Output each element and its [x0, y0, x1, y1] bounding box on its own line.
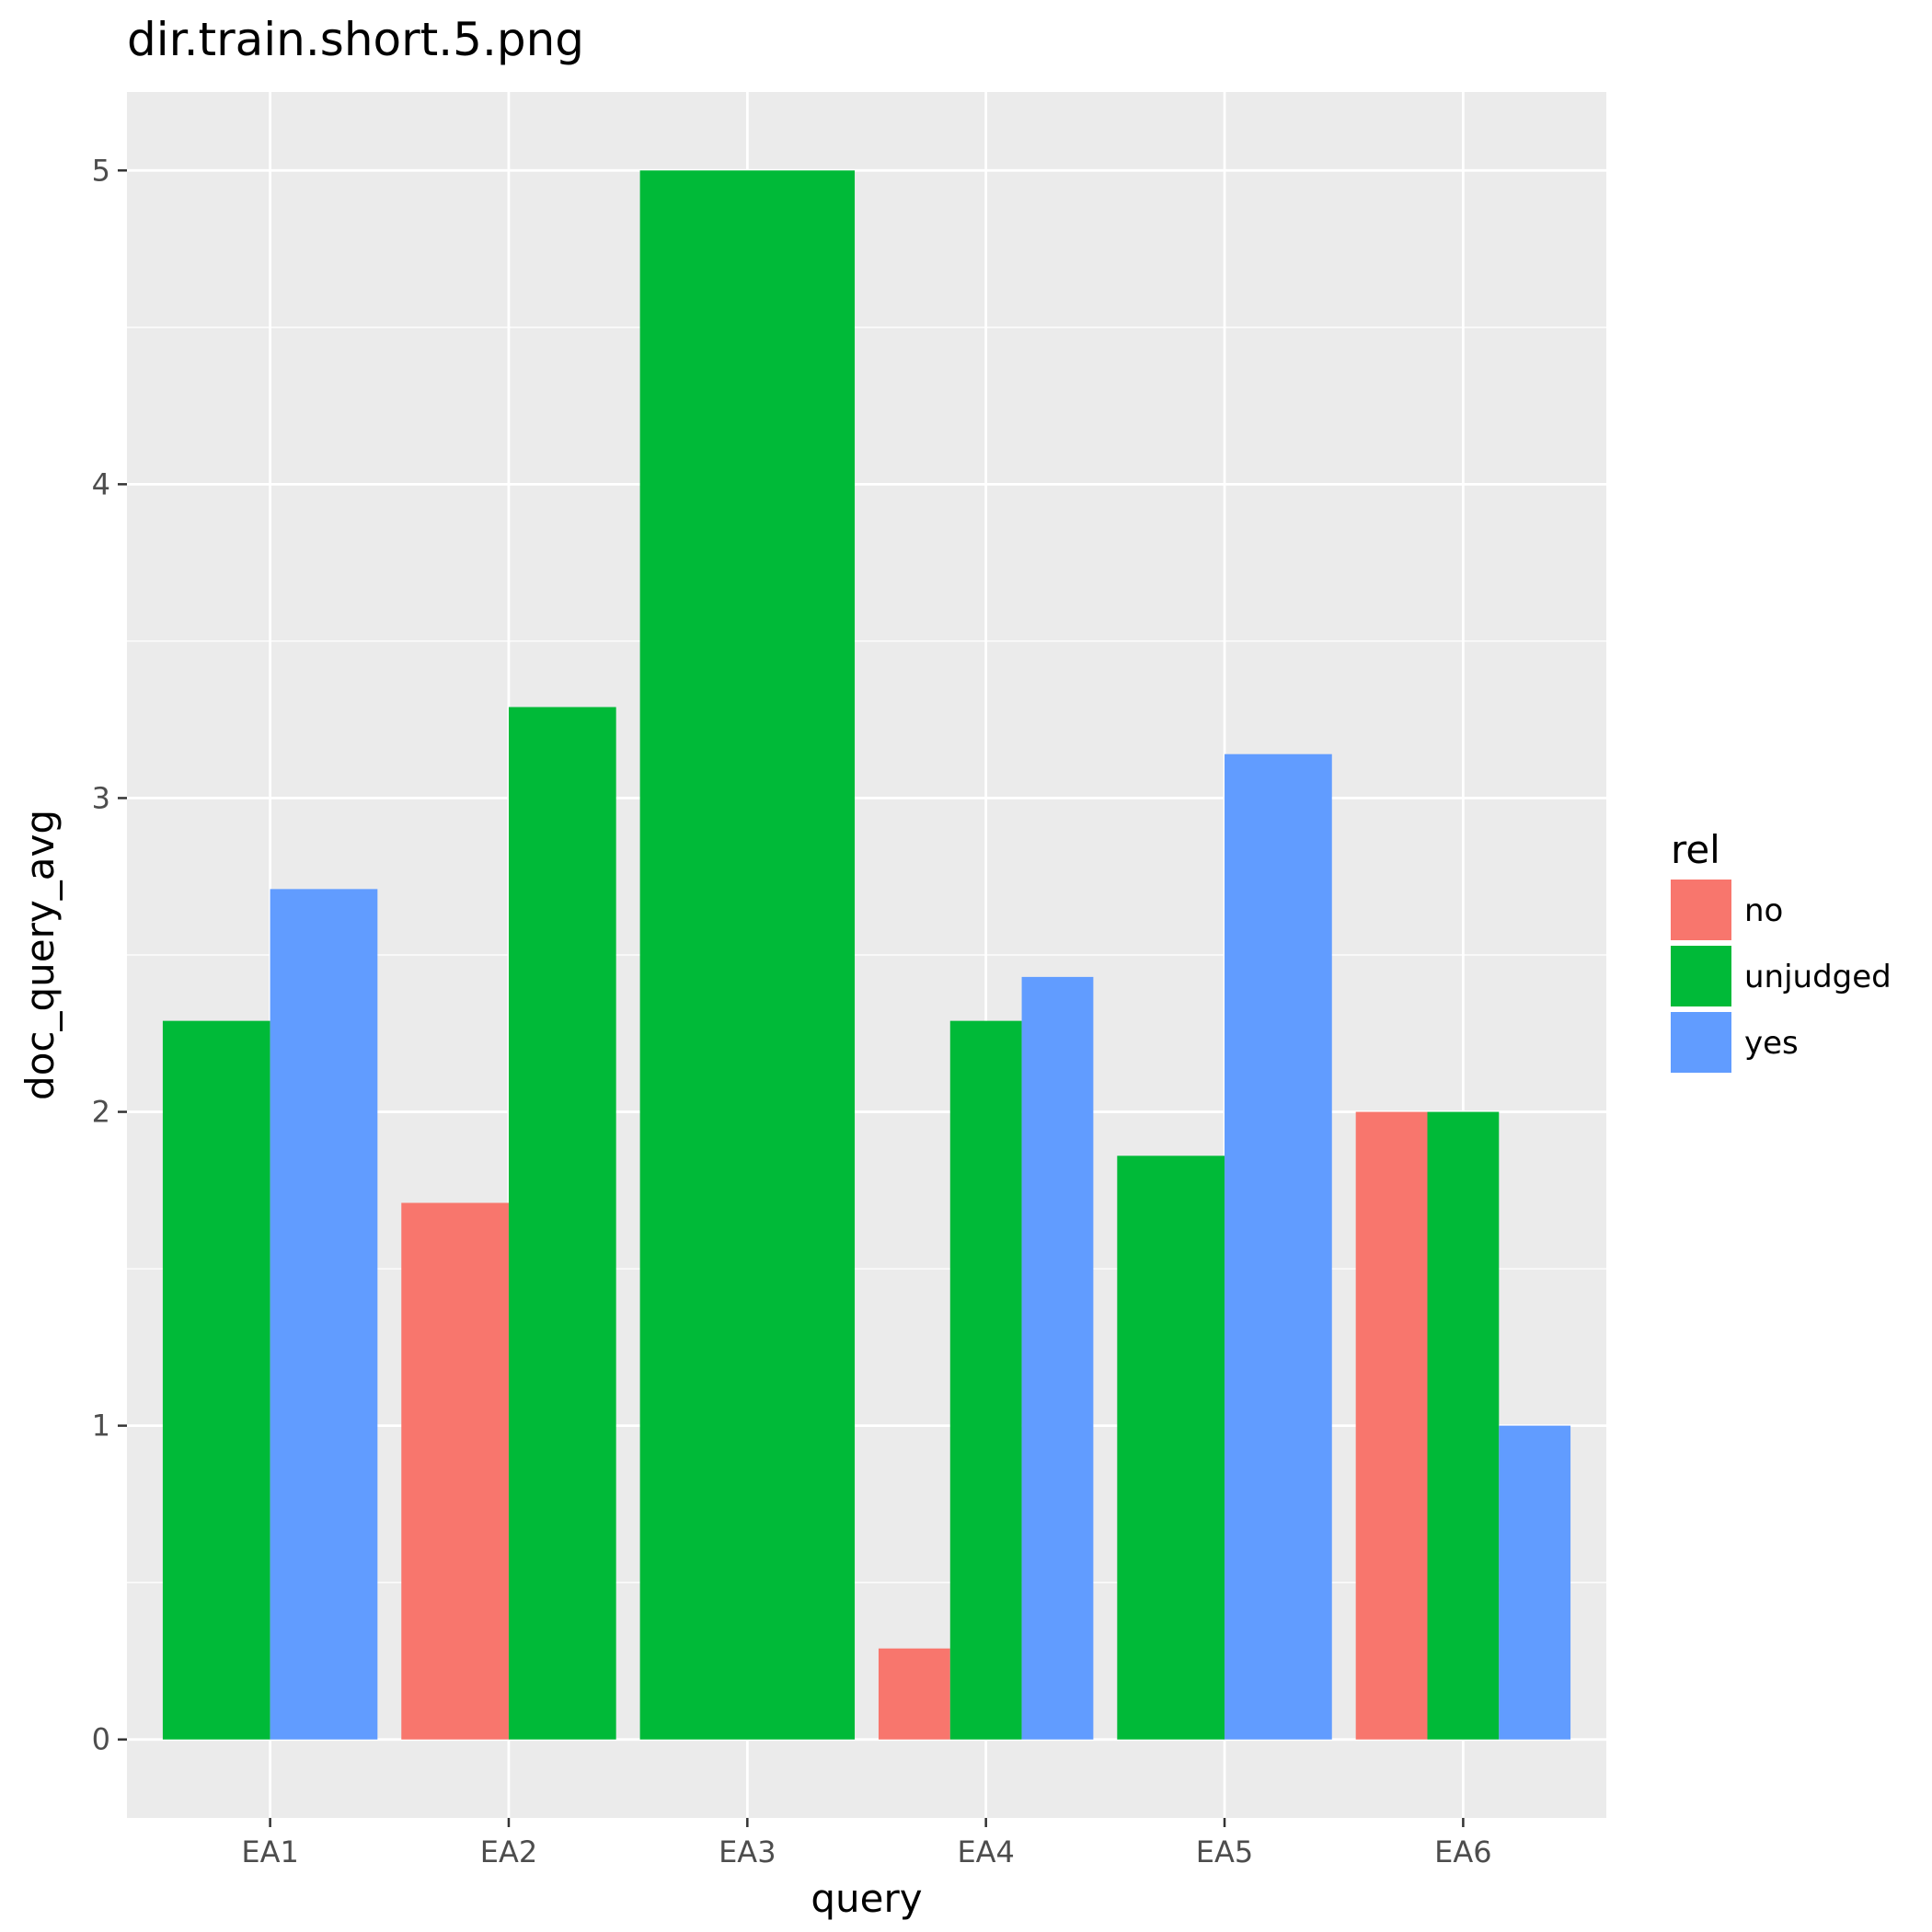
x-tick-label: EA3 — [719, 1834, 776, 1869]
x-tick-label: EA5 — [1196, 1834, 1253, 1869]
legend-label-yes: yes — [1744, 1025, 1799, 1062]
bar-yes-ea1 — [270, 889, 378, 1740]
legend-items: no unjudged yes — [1671, 880, 1892, 1073]
legend-swatch-unjudged — [1671, 946, 1731, 1006]
x-axis-title: query — [811, 1876, 922, 1921]
y-axis: 0 1 2 3 4 5 — [92, 153, 127, 1757]
x-tick-label: EA1 — [241, 1834, 298, 1869]
legend-swatch-no — [1671, 880, 1731, 940]
legend-label-no: no — [1744, 892, 1783, 929]
bar-yes-ea4 — [1021, 976, 1094, 1740]
legend-title: rel — [1671, 827, 1720, 872]
legend: rel no unjudged yes — [1671, 827, 1892, 1073]
bar-yes-ea6 — [1499, 1425, 1571, 1740]
bar-unjudged-ea6 — [1427, 1111, 1500, 1740]
y-tick-label: 1 — [92, 1409, 110, 1443]
bar-no-ea4 — [878, 1648, 950, 1740]
x-tick-label: EA2 — [480, 1834, 537, 1869]
bar-yes-ea5 — [1225, 753, 1332, 1740]
x-axis: EA1 EA2 EA3 EA4 EA5 EA6 — [241, 1818, 1492, 1869]
legend-swatch-yes — [1671, 1012, 1731, 1073]
x-tick-label: EA4 — [957, 1834, 1014, 1869]
bar-unjudged-ea4 — [949, 1020, 1022, 1740]
bar-no-ea2 — [401, 1202, 509, 1740]
x-tick-label: EA6 — [1434, 1834, 1491, 1869]
bar-unjudged-ea2 — [508, 707, 616, 1740]
bars — [162, 170, 1571, 1740]
y-tick-label: 5 — [92, 153, 110, 188]
y-tick-label: 0 — [92, 1722, 110, 1757]
y-tick-label: 3 — [92, 780, 110, 815]
y-tick-label: 4 — [92, 466, 110, 501]
y-axis-title: doc_query_avg — [17, 810, 63, 1100]
y-tick-label: 2 — [92, 1095, 110, 1130]
legend-label-unjudged: unjudged — [1744, 959, 1892, 995]
bar-unjudged-ea1 — [162, 1020, 270, 1740]
bar-unjudged-ea3 — [639, 170, 856, 1740]
chart-title: dir.train.short.5.png — [127, 13, 584, 66]
bar-unjudged-ea5 — [1117, 1156, 1225, 1740]
bar-no-ea6 — [1355, 1111, 1428, 1740]
